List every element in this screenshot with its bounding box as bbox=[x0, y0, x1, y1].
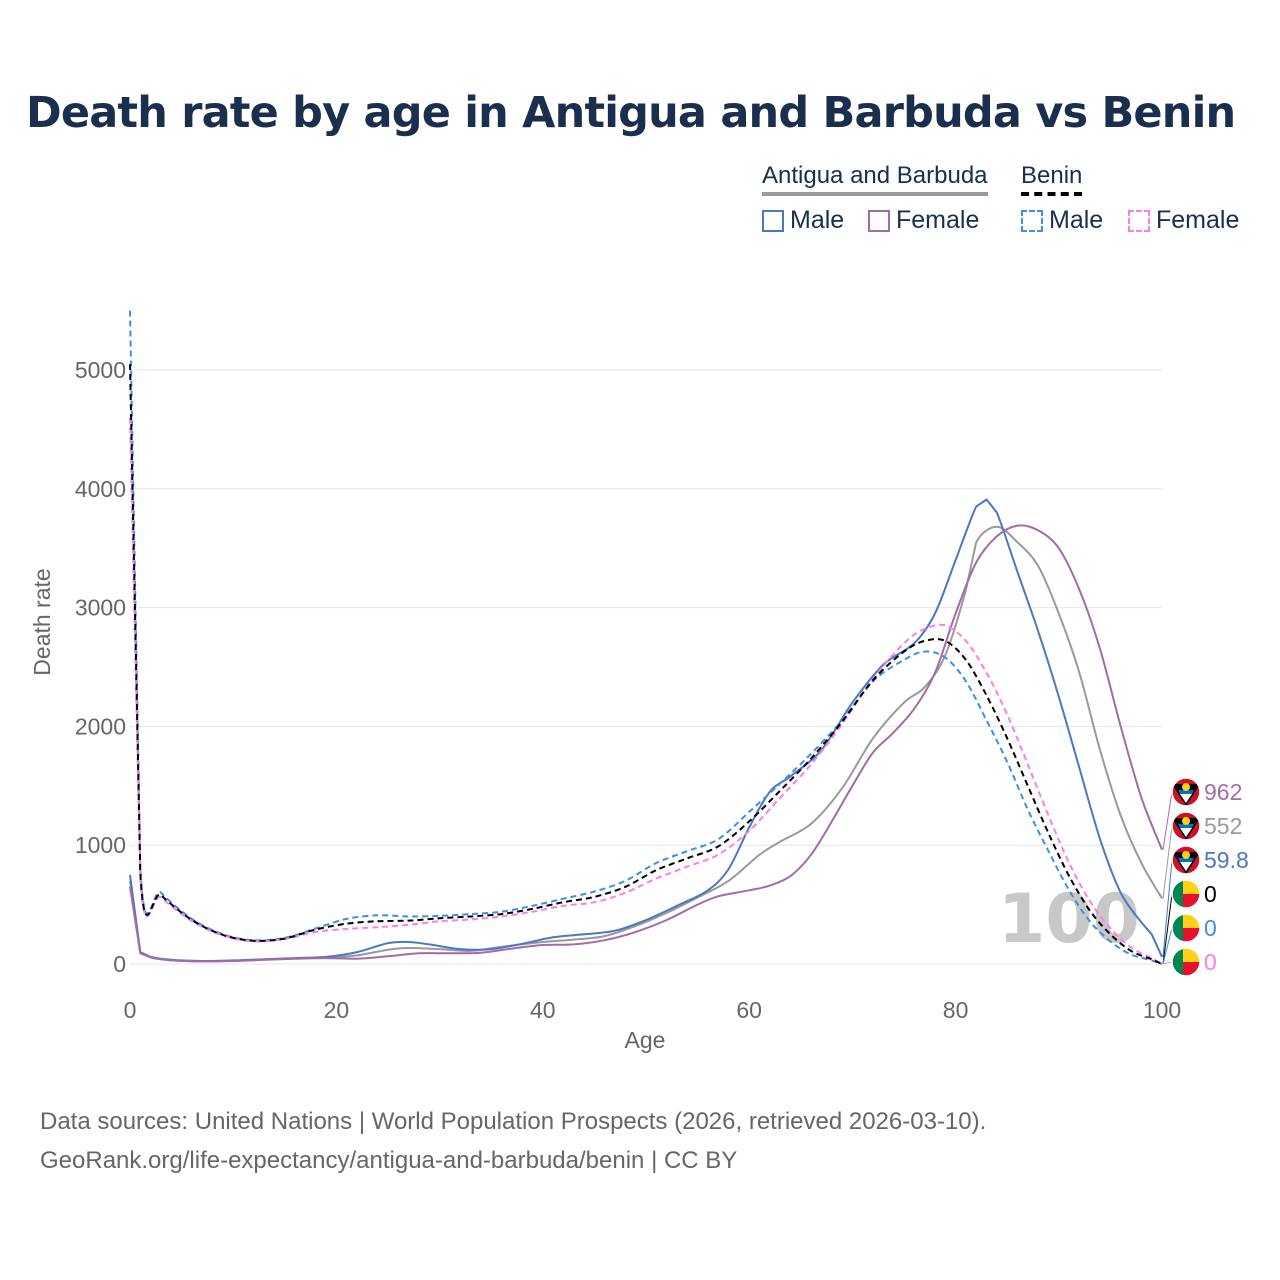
x-axis-ticks: 0 20 40 60 80 100 bbox=[124, 997, 1182, 1023]
end-label-connector bbox=[1162, 791, 1173, 850]
y-axis-ticks: 0 1000 2000 3000 4000 5000 bbox=[75, 357, 126, 977]
legend-label-a-male: Male bbox=[790, 206, 845, 234]
y-tick-label: 5000 bbox=[75, 357, 126, 383]
legend-country-a[interactable]: Antigua and Barbuda bbox=[762, 162, 988, 196]
legend-swatch-b-female bbox=[1128, 209, 1150, 232]
end-label-connector bbox=[1162, 961, 1173, 965]
footer-sources: Data sources: United Nations | World Pop… bbox=[40, 1108, 987, 1135]
footer-link[interactable]: GeoRank.org/life-expectancy/antigua-and-… bbox=[40, 1147, 738, 1174]
legend-item-a-female[interactable]: Female bbox=[868, 206, 979, 235]
end-value-label: 552 bbox=[1204, 813, 1242, 839]
legend-country-b-label: Benin bbox=[1021, 162, 1083, 196]
grid-lines bbox=[130, 369, 1162, 965]
end-label-connector bbox=[1162, 859, 1173, 957]
series-line-benin-male[interactable] bbox=[129, 310, 1163, 965]
series-line-antigua-and-barbuda-female[interactable] bbox=[129, 524, 1163, 963]
legend-label-b-male: Male bbox=[1049, 206, 1104, 234]
series-line-benin-total[interactable] bbox=[129, 364, 1163, 965]
y-tick-label: 3000 bbox=[75, 595, 126, 621]
y-tick-label: 4000 bbox=[75, 476, 126, 502]
end-value-label: 59.8 bbox=[1204, 847, 1249, 873]
antigua-flag-icon bbox=[1171, 777, 1201, 807]
chart-title: Death rate by age in Antigua and Barbuda… bbox=[26, 88, 1236, 138]
legend-swatch-a-female bbox=[868, 209, 890, 232]
legend-swatch-a-male bbox=[762, 209, 784, 232]
antigua-flag-icon bbox=[1171, 845, 1201, 875]
end-value-label: 0 bbox=[1204, 949, 1217, 975]
y-tick-label: 0 bbox=[113, 951, 126, 977]
legend-label-a-female: Female bbox=[896, 206, 980, 234]
x-tick-label: 0 bbox=[124, 997, 137, 1023]
y-tick-label: 1000 bbox=[75, 832, 126, 858]
x-tick-label: 80 bbox=[943, 997, 969, 1023]
legend-label-b-female: Female bbox=[1156, 206, 1240, 234]
legend-item-b-male[interactable]: Male bbox=[1021, 206, 1103, 235]
legend-swatch-b-male bbox=[1021, 209, 1043, 232]
antigua-flag-icon bbox=[1171, 811, 1201, 841]
end-value-label: 962 bbox=[1204, 779, 1242, 805]
y-tick-label: 2000 bbox=[75, 713, 126, 739]
series-layer bbox=[129, 310, 1163, 965]
benin-flag-icon bbox=[1171, 913, 1201, 943]
x-axis-label: Age bbox=[625, 1027, 666, 1053]
legend-country-a-label: Antigua and Barbuda bbox=[762, 162, 988, 196]
end-label-connector bbox=[1162, 927, 1173, 965]
end-value-label: 0 bbox=[1204, 915, 1217, 941]
legend-item-b-female[interactable]: Female bbox=[1128, 206, 1239, 235]
x-tick-label: 20 bbox=[324, 997, 350, 1023]
legend-country-b[interactable]: Benin bbox=[1021, 162, 1083, 196]
end-value-label: 0 bbox=[1204, 881, 1217, 907]
benin-flag-icon bbox=[1171, 879, 1201, 909]
end-label-connector bbox=[1162, 825, 1173, 899]
end-labels: 962 552 59.8 0 0 0 bbox=[1162, 777, 1249, 977]
x-tick-label: 40 bbox=[530, 997, 556, 1023]
x-tick-label: 60 bbox=[736, 997, 762, 1023]
benin-flag-icon bbox=[1171, 947, 1201, 977]
y-axis-label: Death rate bbox=[29, 568, 55, 675]
x-tick-label: 100 bbox=[1143, 997, 1181, 1023]
end-label-connector bbox=[1162, 893, 1173, 965]
legend-item-a-male[interactable]: Male bbox=[762, 206, 844, 235]
